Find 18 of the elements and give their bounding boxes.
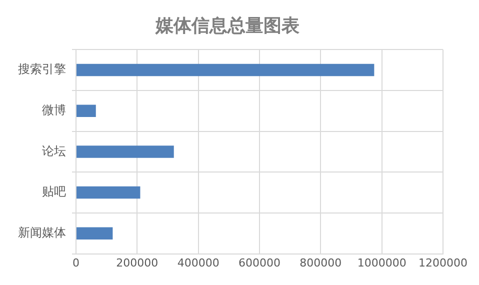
bar <box>76 227 113 240</box>
bar <box>76 146 174 158</box>
y-tick-label: 论坛 <box>42 144 66 158</box>
y-tick-label: 贴吧 <box>42 184 66 199</box>
y-tick-label: 新闻媒体 <box>18 226 66 240</box>
x-tick-label: 800000 <box>300 256 342 270</box>
bar <box>76 186 140 199</box>
x-tick-label: 1000000 <box>357 256 406 270</box>
x-tick-label: 600000 <box>238 256 280 270</box>
chart-title: 媒体信息总量图表 <box>154 15 300 36</box>
bar <box>76 104 96 117</box>
x-tick-label: 400000 <box>177 256 220 270</box>
y-tick-label: 搜索引擎 <box>18 62 66 76</box>
bar <box>76 64 374 76</box>
x-tick-label: 1200000 <box>418 256 468 270</box>
y-tick-label: 微博 <box>42 102 66 117</box>
x-tick-label: 0 <box>72 256 80 270</box>
x-tick-label: 200000 <box>116 256 158 270</box>
